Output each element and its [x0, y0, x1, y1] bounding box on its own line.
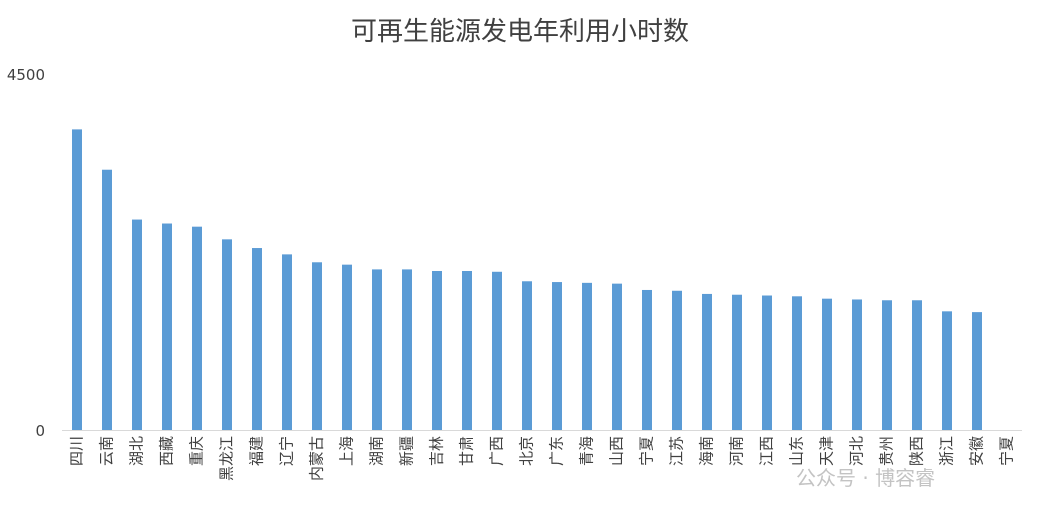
category-label-17: 广东 — [548, 436, 566, 466]
bar-26 — [822, 298, 832, 430]
category-label-18: 青海 — [578, 436, 596, 466]
category-label-14: 甘肃 — [458, 436, 476, 466]
bar-13 — [432, 270, 442, 430]
category-label-13: 吉林 — [428, 436, 446, 466]
category-label-26: 天津 — [818, 436, 836, 466]
category-label-9: 内蒙古 — [308, 436, 326, 481]
bar-20 — [642, 289, 652, 430]
bar-5 — [192, 226, 202, 430]
category-label-23: 河南 — [728, 436, 746, 466]
category-labels: 四川 云南 湖北 西藏 重庆 黑龙江 福建 辽宁 内蒙古 上海 湖南 新疆 吉林 甘肃 广西 北京 广东 青海 山西… — [68, 436, 1016, 481]
category-label-29: 陕西 — [908, 436, 926, 466]
category-label-3: 湖北 — [128, 436, 146, 466]
category-label-8: 辽宁 — [278, 436, 296, 466]
category-label-1: 四川 — [68, 436, 86, 466]
category-label-2: 云南 — [98, 436, 116, 466]
bar-22 — [702, 293, 712, 430]
category-label-25: 山东 — [788, 436, 806, 466]
category-label-5: 重庆 — [188, 436, 206, 466]
bars-group — [72, 129, 982, 430]
bar-7 — [252, 248, 262, 430]
watermark: 公众号 · 博容睿 — [796, 466, 936, 490]
chart-title: 可再生能源发电年利用小时数 — [351, 17, 689, 47]
bar-16 — [522, 281, 532, 430]
category-label-20: 宁夏 — [638, 436, 656, 466]
category-label-11: 湖南 — [368, 436, 386, 466]
category-label-31: 安徽 — [968, 436, 986, 466]
bar-9 — [312, 262, 322, 430]
bar-18 — [582, 282, 592, 430]
category-label-10: 上海 — [338, 436, 356, 466]
category-label-27: 河北 — [848, 436, 866, 466]
category-label-12: 新疆 — [398, 436, 416, 466]
bar-10 — [342, 264, 352, 430]
bar-29 — [912, 300, 922, 430]
category-label-22: 海南 — [698, 436, 716, 466]
bar-4 — [162, 223, 172, 430]
y-tick-min: 0 — [35, 422, 45, 440]
bar-11 — [372, 269, 382, 430]
category-label-24: 江西 — [758, 436, 776, 466]
bar-17 — [552, 282, 562, 430]
bar-12 — [402, 269, 412, 430]
bar-6 — [222, 239, 232, 430]
category-label-6: 黑龙江 — [218, 436, 236, 481]
bar-27 — [852, 299, 862, 430]
bar-2 — [102, 169, 112, 430]
bar-19 — [612, 283, 622, 430]
category-label-16: 北京 — [518, 436, 536, 466]
bar-23 — [732, 294, 742, 430]
bar-8 — [282, 254, 292, 430]
category-label-30: 浙江 — [938, 436, 956, 466]
category-label-28: 贵州 — [878, 436, 896, 466]
category-label-19: 山西 — [608, 436, 626, 466]
bar-25 — [792, 296, 802, 430]
category-label-7: 福建 — [248, 436, 266, 466]
bar-3 — [132, 219, 142, 430]
bar-15 — [492, 271, 502, 430]
category-label-21: 江苏 — [668, 436, 686, 466]
bar-24 — [762, 295, 772, 430]
bar-30 — [942, 311, 952, 430]
bar-21 — [672, 290, 682, 430]
bar-28 — [882, 300, 892, 430]
category-label-4: 西藏 — [158, 436, 176, 466]
bar-1 — [72, 129, 82, 430]
y-tick-max: 4500 — [7, 66, 45, 84]
bar-31 — [972, 312, 982, 430]
bar-14 — [462, 270, 472, 430]
category-label-15: 广西 — [488, 436, 506, 466]
category-label-32: 宁夏 — [998, 436, 1016, 466]
